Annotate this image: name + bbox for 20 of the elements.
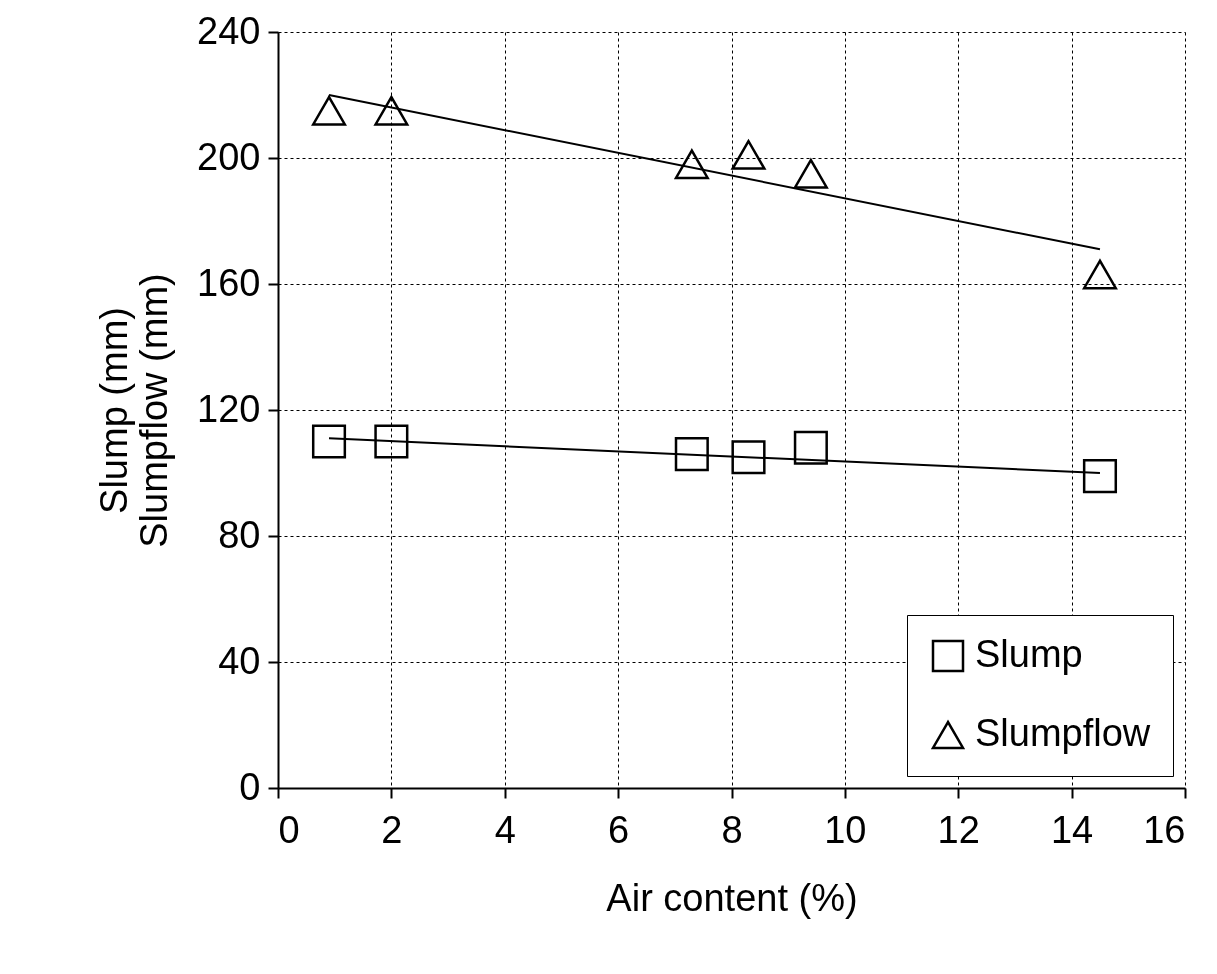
y-tick-label: 120 (197, 387, 261, 430)
y-tick-label: 0 (239, 765, 261, 808)
legend-label: Slump (975, 633, 1083, 675)
legend-label: Slumpflow (975, 712, 1151, 754)
y-tick-label: 80 (218, 513, 261, 556)
x-tick-label: 0 (278, 808, 300, 851)
y-axis-title: Slump (mm) Slumpflow (mm) (93, 273, 176, 548)
x-tick-label: 2 (381, 808, 403, 851)
x-tick-label: 16 (1143, 808, 1186, 851)
x-tick-label: 6 (608, 808, 630, 851)
x-tick-label: 10 (824, 808, 867, 851)
y-tick-label: 40 (218, 639, 261, 682)
x-tick-label: 4 (494, 808, 516, 851)
y-tick-label: 160 (197, 261, 261, 304)
y-tick-label: 200 (197, 135, 261, 178)
y-tick-label: 240 (197, 9, 261, 52)
x-tick-label: 14 (1050, 808, 1094, 851)
x-tick-label: 12 (937, 808, 980, 851)
x-tick-label: 8 (721, 808, 743, 851)
x-axis-title: Air content (%) (606, 876, 858, 919)
